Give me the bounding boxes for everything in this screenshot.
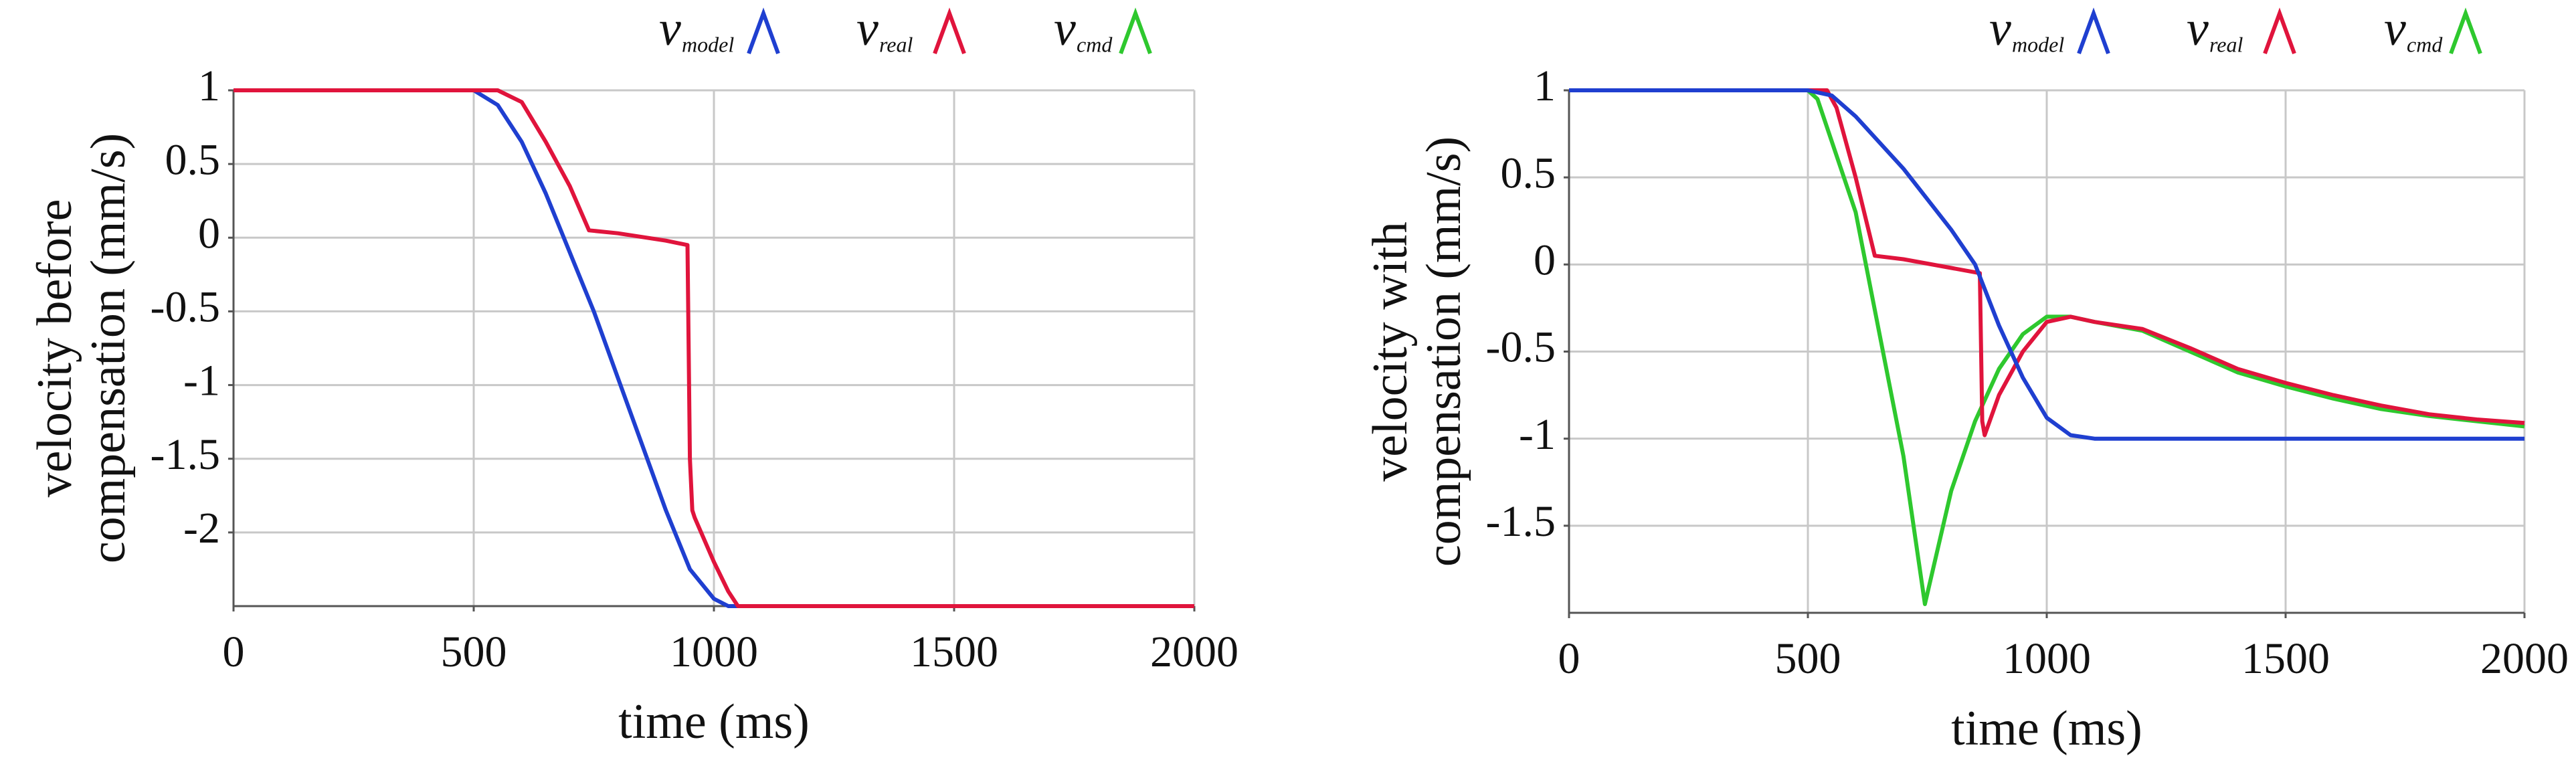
y-tick-label: 0.5 (1501, 149, 1556, 197)
y-tick-label: -1.5 (1486, 497, 1556, 546)
y-tick-label: -1 (1519, 410, 1556, 459)
series-line (1569, 88, 2525, 438)
legend-label: v (659, 1, 681, 56)
x-tick-label: 500 (1775, 634, 1841, 683)
y-axis-label: compensation (mm/s) (81, 133, 136, 563)
legend-label: v (1054, 1, 1076, 56)
y-axis-label: velocity before (27, 199, 82, 498)
y-tick-label: 0 (198, 209, 220, 258)
legend-label-sub: real (2209, 32, 2243, 56)
y-tick-label: 0 (1534, 235, 1556, 284)
legend-entry: v real (856, 1, 966, 56)
legend-label-sub: model (2012, 32, 2064, 56)
x-tick-label: 2000 (2480, 634, 2569, 683)
legend-label-sub: model (682, 32, 734, 56)
x-tick-label: 500 (441, 628, 507, 676)
x-tick-label: 0 (223, 628, 245, 676)
legend-label: v (2187, 1, 2209, 56)
legend-entry: v real (2187, 1, 2296, 56)
x-axis-label: time (ms) (618, 694, 810, 749)
x-tick-label: 1000 (2003, 634, 2091, 683)
y-tick-label: -2 (183, 504, 220, 553)
legend-entry: v model (1989, 1, 2110, 56)
legend-swatch (2449, 7, 2482, 55)
legend-label: v (856, 1, 879, 56)
series-line (1569, 88, 2525, 606)
chart: 0 500 1000 1500 2000 1 0.5 0 -0.5 -1 -1.5 -2 time (m… (27, 1, 1238, 749)
series-line (234, 88, 1194, 608)
legend-swatch (2077, 7, 2110, 55)
x-axis-label: time (ms) (1951, 701, 2142, 756)
legend-entry: v cmd (1054, 1, 1152, 56)
legend-swatch (1119, 7, 1152, 55)
x-tick-label: 2000 (1150, 628, 1238, 676)
x-tick-label: 1000 (670, 628, 758, 676)
y-tick-label: -1.5 (151, 430, 220, 479)
series-line (1569, 88, 2524, 441)
legend-entry: v cmd (2384, 1, 2482, 56)
y-axis-label: compensation (mm/s) (1416, 136, 1471, 567)
legend-swatch (2263, 7, 2296, 55)
y-tick-label: 1 (1534, 62, 1556, 110)
chart: 0 500 1000 1500 2000 1 0.5 0 -0.5 -1 -1.5 time (ms)… (1363, 1, 2569, 756)
y-axis-label: velocity with (1363, 221, 1418, 481)
legend-entry: v model (659, 1, 780, 56)
legend-label: v (1989, 1, 2011, 56)
y-tick-label: 0.5 (165, 135, 221, 184)
x-tick-label: 0 (1558, 634, 1580, 683)
legend-swatch (747, 7, 780, 55)
legend-label: v (2384, 1, 2406, 56)
y-tick-label: -0.5 (151, 283, 220, 332)
series-line (234, 88, 1194, 608)
legend-swatch (933, 7, 966, 55)
x-tick-label: 1500 (910, 628, 998, 676)
x-tick-label: 1500 (2241, 634, 2330, 683)
y-tick-label: 1 (198, 62, 220, 110)
legend-label-sub: real (879, 32, 913, 56)
y-tick-label: -1 (183, 357, 220, 405)
legend-label-sub: cmd (2407, 32, 2443, 56)
legend-label-sub: cmd (1077, 32, 1113, 56)
y-tick-label: -0.5 (1486, 323, 1556, 372)
